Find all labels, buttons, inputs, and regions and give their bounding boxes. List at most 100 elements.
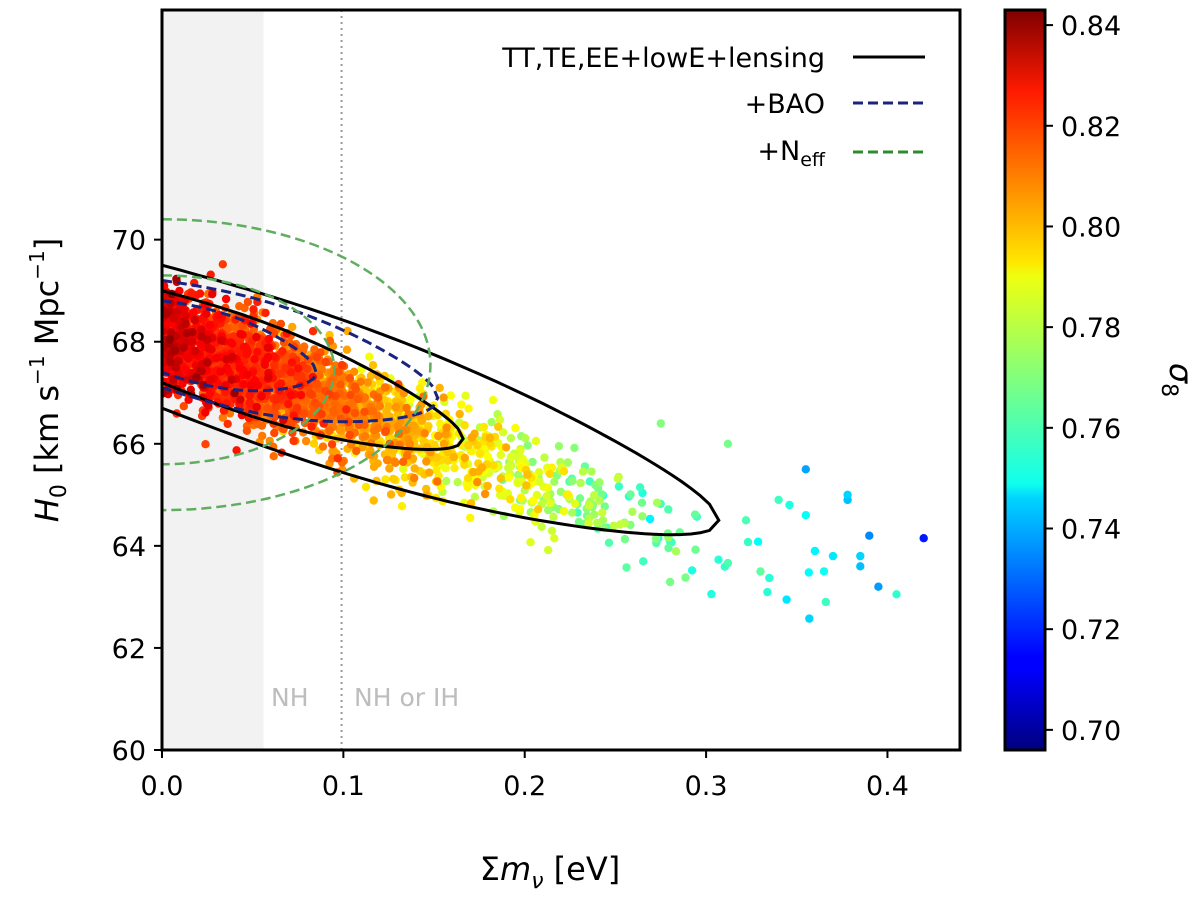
sample-point [856, 562, 865, 571]
sample-point [501, 443, 511, 452]
sample-point [363, 378, 372, 387]
sample-point [743, 537, 753, 547]
sample-point [526, 538, 535, 547]
sample-point [205, 321, 215, 330]
sample-point [327, 440, 337, 449]
sample-point [529, 496, 538, 505]
sample-point [584, 519, 593, 528]
x-tick-label: 0.2 [503, 771, 546, 802]
sample-point [179, 343, 188, 352]
sample-point [415, 384, 425, 393]
sample-point [515, 504, 525, 514]
sample-point [604, 538, 614, 547]
sample-point [741, 516, 751, 525]
sample-point [496, 450, 505, 460]
sample-point [301, 436, 311, 446]
y-tick-label: 68 [112, 328, 146, 359]
sample-point [381, 426, 390, 436]
sample-point [384, 402, 393, 411]
sample-point [753, 537, 763, 546]
sample-point [297, 372, 306, 381]
sample-point [245, 391, 254, 400]
sample-point [550, 534, 559, 543]
sample-point [358, 443, 367, 452]
sample-point [441, 430, 450, 439]
sample-point [801, 465, 810, 474]
sample-point [205, 389, 215, 398]
colorbar-tick-label: 0.70 [1061, 716, 1121, 747]
sample-point [461, 391, 470, 400]
colorbar-tick-label: 0.78 [1061, 313, 1121, 344]
sample-point [243, 297, 253, 307]
sample-point [197, 325, 206, 334]
sample-point [568, 508, 577, 517]
sample-point [687, 566, 697, 575]
sample-point [690, 510, 700, 519]
sample-point [264, 373, 273, 382]
sample-point [544, 505, 553, 515]
plot-frame [160, 8, 962, 752]
sample-point [487, 417, 496, 427]
y-tick-label: 64 [112, 532, 146, 563]
sample-point [312, 352, 321, 362]
nh-or-ih-region-label: NH or IH [354, 683, 459, 712]
sample-point [201, 440, 210, 449]
sample-point [190, 346, 200, 356]
sample-point [204, 343, 213, 353]
sample-point [350, 408, 360, 418]
sample-point [436, 419, 445, 428]
sample-point [664, 505, 673, 514]
colorbar-tick-label: 0.80 [1061, 212, 1121, 243]
sample-point [628, 507, 637, 516]
sample-point [821, 597, 830, 607]
sample-point [523, 470, 532, 479]
colorbar-tick-label: 0.84 [1061, 11, 1121, 42]
sample-point [483, 452, 493, 461]
sample-point [333, 454, 342, 463]
sample-point [656, 419, 665, 428]
sample-point [430, 440, 439, 450]
sample-point [166, 328, 176, 337]
colorbar-tick-label: 0.82 [1061, 112, 1121, 143]
sample-point [356, 377, 365, 386]
contour--neff-68 [162, 274, 336, 466]
sample-point [345, 374, 355, 383]
y-tick-label: 62 [112, 634, 146, 665]
sample-point [494, 422, 503, 431]
contour--bao-68 [162, 299, 318, 393]
colorbar-tick-label: 0.72 [1061, 615, 1121, 646]
sample-point [635, 483, 645, 492]
sample-point [865, 531, 874, 540]
sample-point [197, 366, 206, 376]
sample-point [511, 423, 520, 433]
colorbar-ticks: 0.70 0.72 0.74 0.76 0.78 0.80 0.82 0.84 [1045, 11, 1121, 747]
sample-point [892, 590, 901, 599]
contour--neff-95 [162, 217, 432, 512]
sample-point [422, 457, 431, 466]
sample-point [587, 467, 596, 476]
sample-point [197, 315, 206, 324]
sample-point [252, 402, 261, 412]
sample-point [470, 492, 480, 501]
sample-point [208, 290, 217, 299]
sample-point [544, 545, 553, 555]
sample-point [257, 392, 266, 401]
sample-point [269, 452, 278, 461]
sample-point [192, 372, 201, 382]
sample-point [236, 329, 245, 339]
sample-point [345, 430, 354, 440]
sample-point [785, 500, 794, 510]
sample-point [330, 399, 339, 408]
sample-point [311, 398, 320, 408]
sample-point [369, 462, 379, 471]
sample-point [475, 449, 485, 458]
sample-point [325, 426, 334, 435]
sample-point [600, 502, 609, 511]
sample-point [516, 446, 525, 455]
sample-point [463, 474, 473, 483]
sample-point [221, 294, 231, 304]
sample-point [172, 308, 182, 317]
sample-point [528, 457, 537, 467]
sample-point [252, 332, 261, 342]
